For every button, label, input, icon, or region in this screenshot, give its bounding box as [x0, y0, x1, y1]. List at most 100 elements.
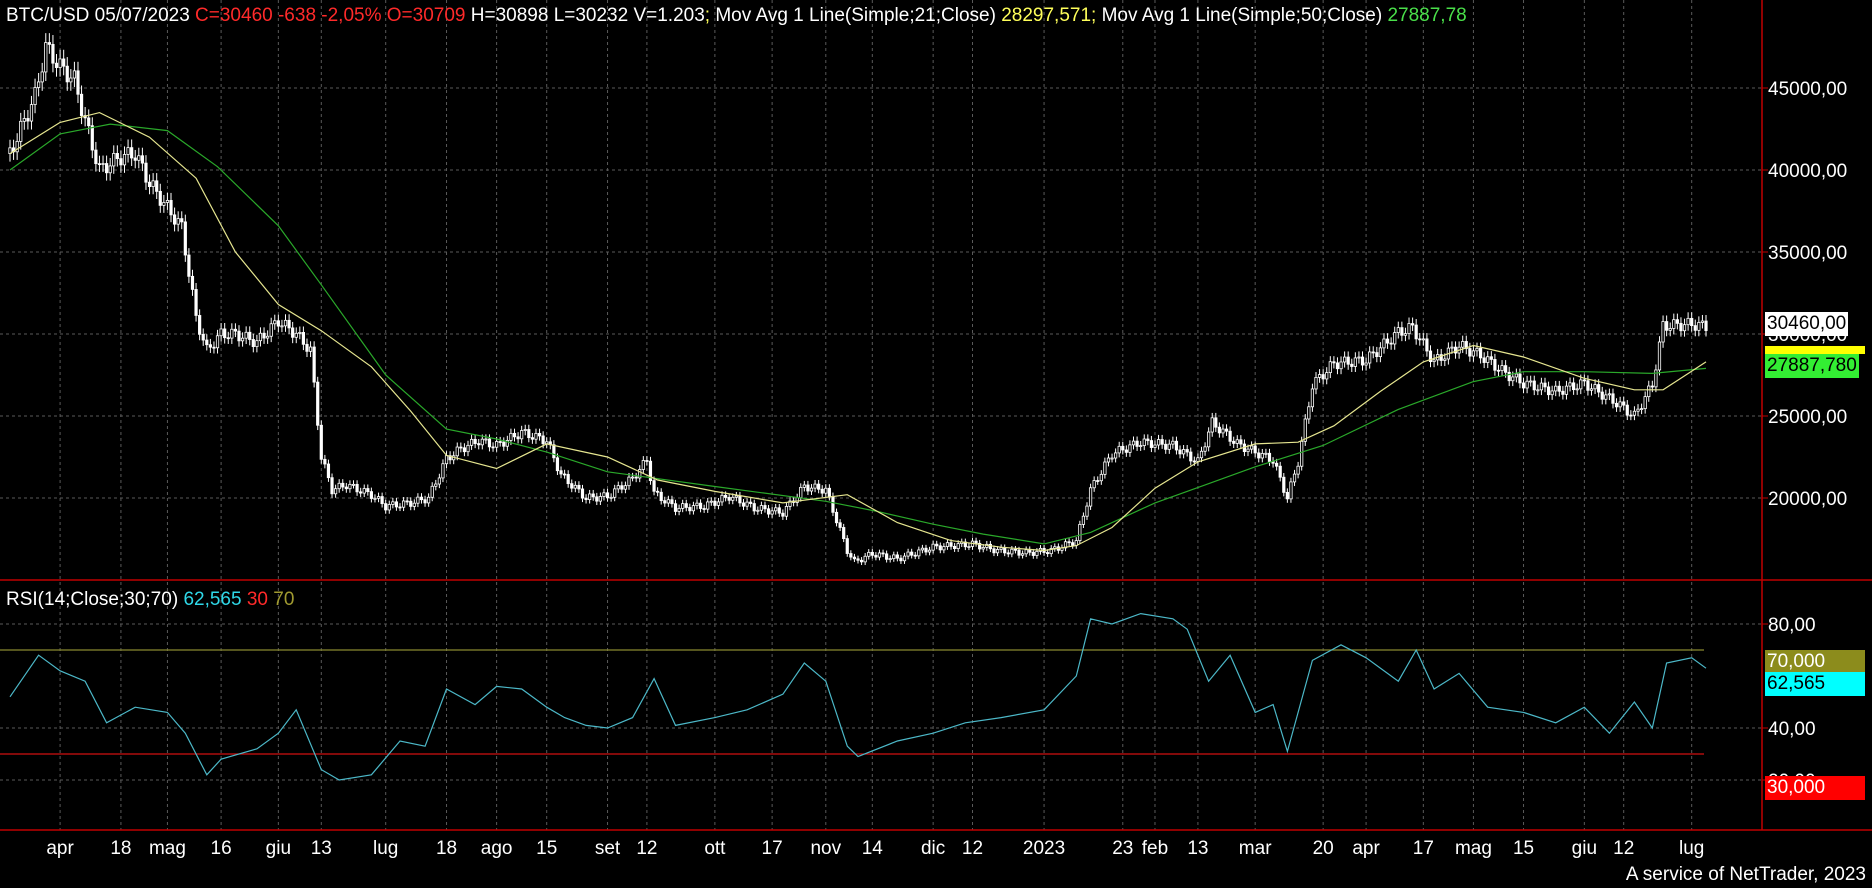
candle-body — [684, 503, 688, 508]
candle-body — [1604, 394, 1608, 400]
candle-body — [1414, 324, 1418, 340]
candle-body — [663, 500, 667, 504]
candle-body — [1350, 363, 1354, 367]
candle-body — [1403, 333, 1408, 336]
candle-body — [40, 71, 44, 83]
candle-body — [430, 485, 434, 498]
candle-body — [1496, 369, 1501, 372]
candle-body — [924, 547, 928, 553]
candle-body — [1586, 380, 1590, 391]
candle-body — [1568, 382, 1572, 387]
candle-body — [1561, 390, 1565, 395]
candle-body — [845, 538, 849, 554]
candle-body — [602, 492, 606, 497]
candle-body — [215, 335, 220, 349]
candle-body — [534, 432, 538, 440]
candle-body — [1679, 322, 1683, 332]
candle-body — [1643, 396, 1647, 410]
candle-body — [609, 496, 613, 499]
candle-body — [856, 558, 860, 561]
candle-body — [351, 483, 356, 486]
candle-body — [65, 65, 69, 83]
candle-body — [480, 438, 484, 446]
candle-body — [1693, 325, 1697, 331]
candle-body — [1325, 372, 1329, 380]
candle-body — [852, 556, 857, 560]
x-tick-label: 20 — [1313, 838, 1334, 859]
candle-body — [1385, 338, 1390, 344]
candle-body — [1378, 347, 1382, 357]
candle-body — [559, 470, 563, 475]
x-tick-label: 23 — [1112, 838, 1133, 859]
candle-body — [1382, 338, 1386, 349]
candle-body — [1128, 444, 1132, 453]
candle-body — [1453, 346, 1458, 354]
candle-body — [76, 70, 80, 95]
rsi-low-tag: 30,000 — [1765, 776, 1865, 800]
candle-body — [176, 218, 180, 225]
candle-body — [1117, 445, 1121, 454]
x-tick-label: mag — [149, 838, 186, 859]
candle-body — [727, 497, 731, 501]
candle-body — [1099, 473, 1103, 482]
x-tick-label: dic — [921, 838, 945, 859]
candle-body — [1536, 389, 1540, 392]
candle-body — [190, 275, 195, 290]
candle-body — [1006, 552, 1010, 555]
candle-body — [745, 501, 749, 507]
candle-body — [813, 483, 817, 489]
rsi-low: 30 — [246, 589, 268, 610]
candle-body — [137, 155, 141, 161]
candle-body — [953, 545, 957, 549]
x-tick-label: 12 — [636, 838, 657, 859]
candle-body — [1639, 408, 1644, 411]
candle-body — [401, 500, 406, 508]
candle-body — [169, 200, 173, 216]
candle-body — [1410, 323, 1415, 326]
candle-body — [756, 509, 760, 512]
candle-body — [423, 499, 427, 504]
candle-body — [509, 432, 513, 441]
candle-body — [337, 482, 341, 490]
candle-body — [927, 549, 932, 553]
candle-body — [1253, 445, 1257, 454]
candle-body — [1511, 376, 1515, 382]
candle-body — [738, 495, 742, 504]
candle-body — [580, 488, 585, 499]
x-tick-label: set — [595, 838, 621, 859]
candle-body — [613, 488, 617, 498]
candle-body — [702, 508, 706, 510]
candle-body — [1124, 449, 1128, 453]
x-tick-label: 18 — [110, 838, 131, 859]
candle-body — [659, 491, 663, 502]
candle-body — [1217, 426, 1221, 434]
candle-body — [1185, 449, 1189, 453]
candle-body — [906, 551, 910, 557]
candle-body — [942, 546, 946, 551]
candle-body — [1131, 440, 1136, 446]
candle-body — [294, 332, 298, 338]
candle-body — [863, 555, 867, 563]
candle-body — [326, 463, 331, 479]
candle-body — [1471, 350, 1476, 357]
candle-body — [119, 158, 123, 166]
candle-body — [1235, 439, 1239, 444]
candle-body — [673, 503, 678, 512]
candle-body — [1278, 465, 1282, 478]
candle-body — [1296, 465, 1300, 475]
candle-body — [1221, 428, 1225, 434]
candle-body — [29, 104, 34, 122]
candle-body — [1443, 358, 1447, 361]
rsi-line — [9, 612, 1707, 781]
candle-body — [770, 510, 774, 515]
candle-body — [634, 476, 638, 479]
candle-body — [1550, 390, 1554, 396]
candle-body — [1668, 328, 1672, 331]
candle-body — [763, 505, 767, 510]
candle-body — [455, 446, 459, 457]
candle-body — [945, 542, 950, 547]
candle-body — [1672, 319, 1676, 329]
candle-body — [1282, 476, 1286, 493]
candle-body — [537, 432, 542, 437]
